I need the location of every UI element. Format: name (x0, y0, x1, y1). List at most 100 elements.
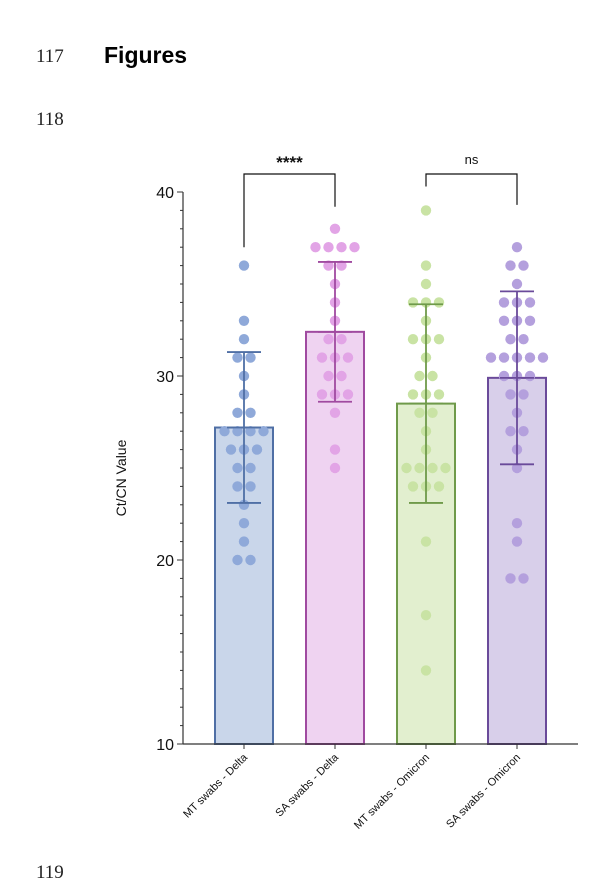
data-point-1-2 (238, 315, 250, 326)
data-point-4-27 (511, 462, 523, 474)
data-point-1-17 (232, 462, 243, 474)
data-point-1-9 (245, 407, 256, 418)
data-point-1-19 (232, 481, 243, 492)
data-point-3-28 (420, 536, 432, 547)
line-number-118: 118 (36, 109, 64, 130)
data-point-3-30 (420, 665, 432, 676)
data-point-3-2 (420, 260, 432, 271)
y-tick-label: 30 (156, 369, 174, 386)
data-point-3-21 (401, 462, 412, 474)
data-point-2-1 (329, 223, 341, 234)
data-point-1-3 (238, 334, 250, 345)
data-point-2-3 (323, 242, 334, 253)
y-tick-label: 20 (156, 553, 174, 570)
data-point-3-4 (407, 297, 419, 308)
data-point-4-22 (518, 389, 529, 400)
data-point-3-13 (427, 370, 438, 382)
data-point-1-12 (245, 426, 256, 437)
data-point-4-8 (498, 315, 510, 326)
data-point-2-18 (316, 389, 328, 400)
data-point-1-13 (258, 426, 269, 437)
data-point-2-4 (336, 242, 347, 253)
data-point-3-18 (427, 407, 438, 418)
data-point-4-28 (511, 518, 523, 529)
data-point-4-4 (511, 278, 523, 290)
data-point-4-1 (511, 242, 523, 253)
data-point-1-18 (245, 462, 256, 474)
data-point-3-27 (433, 481, 445, 492)
significance-label-1: **** (276, 153, 303, 172)
data-point-4-25 (518, 426, 529, 437)
data-point-4-5 (498, 297, 510, 308)
x-tick-label-1: MT swabs - Delta (181, 751, 250, 820)
data-point-2-15 (342, 352, 354, 363)
data-point-4-2 (505, 260, 516, 271)
data-point-4-24 (505, 426, 516, 437)
data-point-1-22 (238, 518, 250, 529)
data-point-4-12 (518, 334, 529, 345)
data-point-1-14 (225, 444, 237, 455)
data-point-3-16 (433, 389, 445, 400)
data-point-4-20 (524, 370, 536, 382)
error-bars-layer (227, 261, 534, 504)
x-tick-label-3: MT swabs - Omicron (352, 752, 432, 832)
data-point-4-18 (498, 370, 510, 382)
data-point-1-25 (245, 554, 256, 566)
data-point-1-23 (238, 536, 250, 547)
data-point-1-24 (232, 554, 243, 566)
data-point-1-8 (232, 407, 243, 418)
significance-bracket-2 (425, 173, 518, 205)
data-point-2-21 (329, 407, 341, 418)
x-tick-label-2: SA swabs - Delta (273, 751, 341, 819)
data-point-1-10 (219, 426, 230, 437)
data-point-1-16 (251, 444, 263, 455)
data-point-2-23 (329, 462, 341, 474)
data-point-3-10 (433, 334, 445, 345)
data-point-3-8 (407, 334, 419, 345)
data-point-1-4 (232, 352, 243, 363)
points-layer (219, 205, 549, 676)
data-point-4-17 (537, 352, 549, 363)
y-axis-label: Ct/CN Value (113, 439, 129, 516)
data-point-3-29 (420, 610, 432, 621)
data-point-1-11 (232, 426, 243, 437)
data-point-2-22 (329, 444, 341, 455)
data-point-4-11 (505, 334, 516, 345)
data-point-3-23 (427, 462, 438, 474)
y-tick-label: 10 (156, 737, 174, 754)
data-point-2-17 (336, 370, 347, 382)
data-point-3-17 (414, 407, 425, 418)
data-point-2-20 (342, 389, 354, 400)
comparisons-layer: **** ns (243, 152, 518, 248)
data-point-3-24 (440, 462, 451, 474)
data-point-4-16 (524, 352, 536, 363)
data-point-2-12 (336, 334, 347, 345)
line-number-117: 117 (36, 46, 64, 67)
data-point-4-29 (511, 536, 523, 547)
data-point-2-2 (310, 242, 321, 253)
data-point-4-31 (518, 573, 529, 584)
data-point-3-12 (414, 370, 425, 382)
page-heading: Figures (104, 42, 188, 68)
data-point-2-16 (323, 370, 334, 382)
data-point-2-11 (323, 334, 334, 345)
data-point-2-7 (336, 260, 347, 271)
significance-label-2: ns (465, 152, 479, 167)
data-point-4-3 (518, 260, 529, 271)
significance-bracket-1 (243, 173, 336, 248)
x-tick-label-4: SA swabs - Omicron (444, 752, 523, 831)
data-point-1-1 (238, 260, 250, 271)
bars-layer (214, 330, 547, 745)
data-point-2-5 (349, 242, 360, 253)
y-tick-label: 40 (156, 185, 174, 202)
data-point-3-14 (407, 389, 419, 400)
data-point-4-10 (524, 315, 536, 326)
data-point-3-22 (414, 462, 425, 474)
data-point-1-20 (245, 481, 256, 492)
line-number-119: 119 (36, 862, 64, 883)
data-point-3-3 (420, 278, 432, 290)
data-point-3-25 (407, 481, 419, 492)
data-point-4-14 (498, 352, 510, 363)
data-point-2-6 (323, 260, 334, 271)
